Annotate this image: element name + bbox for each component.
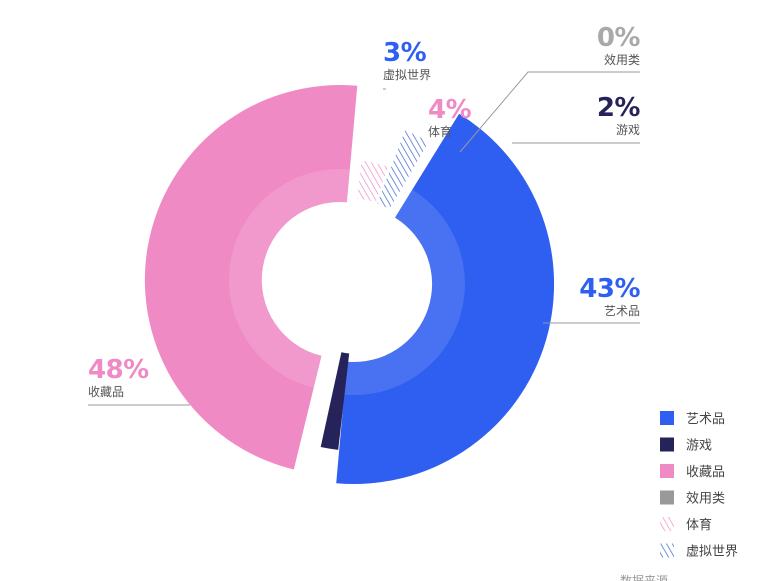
- cat-label-games: 游戏: [616, 123, 640, 137]
- legend-swatch-sports: [660, 517, 674, 531]
- legend-label-virtual-worlds: 虚拟世界: [686, 545, 738, 560]
- pct-label-art: 43%: [579, 274, 640, 304]
- cat-label-art: 艺术品: [604, 304, 640, 318]
- pct-label-games: 2%: [597, 93, 641, 123]
- pct-label-collectibles: 48%: [88, 355, 149, 385]
- slice-art: [336, 113, 555, 484]
- legend-label-collectibles: 收藏品: [686, 465, 725, 480]
- slice-inner-band-art: [344, 189, 465, 396]
- pct-label-virtual-worlds: 3%: [383, 38, 427, 68]
- legend-label-utility: 效用类: [686, 492, 725, 507]
- cat-label-virtual-worlds: 虚拟世界: [383, 68, 431, 82]
- legend-label-art: 艺术品: [686, 412, 725, 427]
- legend-swatch-art: [660, 411, 674, 425]
- legend-label-sports: 体育: [686, 517, 712, 533]
- pct-label-sports: 4%: [428, 95, 472, 125]
- slice-sports: [357, 160, 389, 203]
- slice-virtual-worlds: [377, 130, 429, 210]
- slice-inner-band-collectibles: [228, 168, 350, 388]
- legend-label-games: 游戏: [686, 439, 712, 454]
- pct-label-utility: 0%: [597, 23, 641, 53]
- leader-line-utility: [459, 71, 640, 153]
- cat-label-utility: 效用类: [604, 52, 640, 67]
- legend-swatch-collectibles: [660, 464, 674, 478]
- slice-games: [320, 352, 350, 450]
- legend-swatch-utility: [660, 490, 674, 505]
- cat-label-collectibles: 收藏品: [88, 385, 124, 399]
- legend-swatch-games: [660, 437, 674, 452]
- legend-swatch-virtual-worlds: [660, 543, 674, 558]
- slice-collectibles: [144, 85, 358, 470]
- footer-source-note: 数据来源: [620, 573, 668, 581]
- cat-label-sports: 体育: [428, 124, 452, 139]
